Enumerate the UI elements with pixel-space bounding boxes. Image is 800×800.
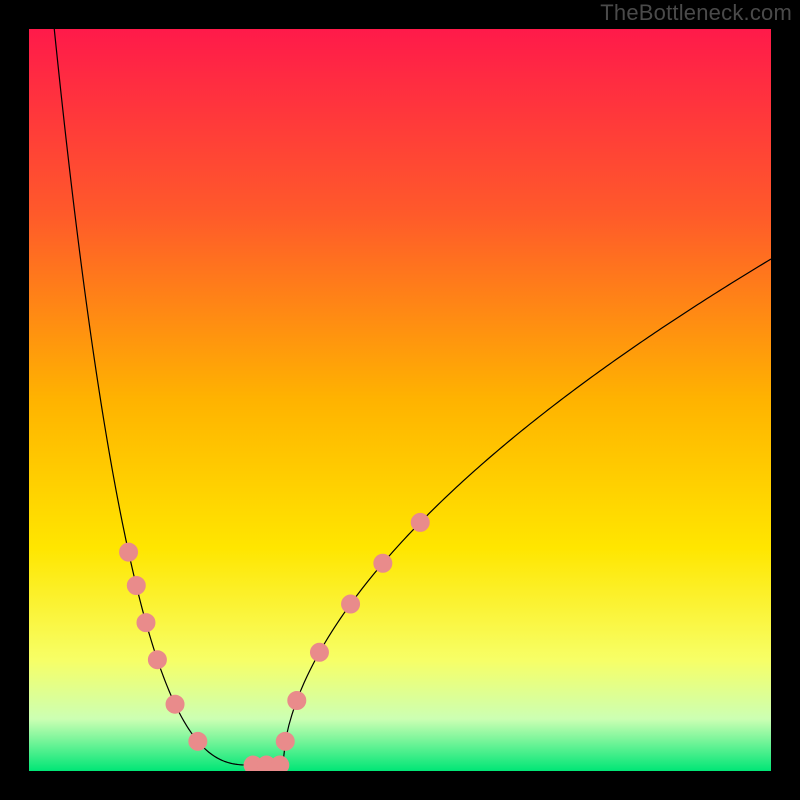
marker-dot: [189, 732, 207, 750]
marker-dot: [276, 732, 294, 750]
marker-dot: [374, 554, 392, 572]
marker-dot: [342, 595, 360, 613]
curve-markers: [120, 513, 430, 774]
watermark-text: TheBottleneck.com: [600, 0, 792, 26]
marker-dot: [148, 651, 166, 669]
marker-dot: [411, 513, 429, 531]
bottleneck-curve: [51, 0, 771, 765]
marker-dot: [120, 543, 138, 561]
marker-dot: [127, 577, 145, 595]
marker-dot: [288, 692, 306, 710]
marker-dot: [310, 643, 328, 661]
chart-container: TheBottleneck.com: [0, 0, 800, 800]
chart-svg-overlay: [0, 0, 800, 800]
marker-dot: [137, 614, 155, 632]
marker-dot: [166, 695, 184, 713]
marker-dot: [271, 756, 289, 774]
